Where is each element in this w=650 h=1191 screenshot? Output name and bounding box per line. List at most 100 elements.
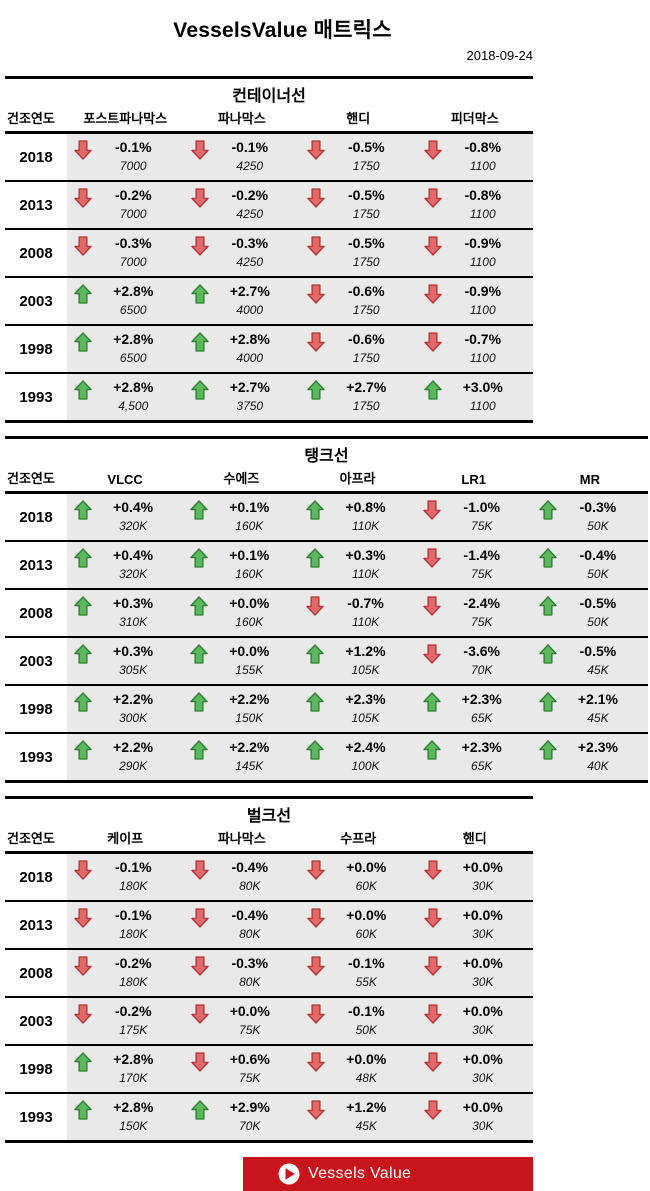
vessel-size-value: 30K — [472, 1071, 494, 1085]
vessel-size-value: 1750 — [352, 207, 380, 221]
percent-change: +2.3% — [461, 739, 502, 755]
cell-content: -0.4% 80K — [210, 907, 301, 948]
row-cells: +2.8% 6500 +2.8% 4000 -0.6% 1750 -0.7% 1100 — [67, 326, 533, 372]
trend-down-icon — [422, 500, 442, 540]
vessel-class-column-header: 파나막스 — [217, 831, 266, 846]
cell-content: -0.7% 1100 — [443, 331, 534, 372]
value-cell: -0.1% 180K — [67, 854, 184, 900]
vessel-size-value: 80K — [239, 879, 261, 893]
cell-content: -0.8% 1100 — [443, 187, 534, 228]
build-year-label: 2018 — [5, 854, 67, 900]
cell-content: +0.3% 310K — [93, 595, 183, 636]
percent-change: -0.5% — [579, 643, 617, 659]
build-year-column-header: 건조연도 — [7, 471, 55, 486]
trend-down-icon — [307, 908, 326, 948]
cell-content: -0.5% 45K — [558, 643, 648, 684]
value-cell: +2.8% 6500 — [67, 326, 184, 372]
value-cell: +0.0% 60K — [300, 854, 417, 900]
value-cell: -0.5% 1750 — [300, 134, 417, 180]
table-row: 2018 -0.1% 7000 -0.1% 4250 -0.5% 1750 -0.8% 1100 — [5, 134, 533, 182]
value-cell: +0.8% 110K — [299, 494, 415, 540]
trend-down-icon — [307, 284, 326, 324]
vessel-class-column-header: 핸디 — [346, 111, 371, 126]
percent-change: -0.1% — [231, 139, 269, 155]
percent-change: +0.1% — [229, 547, 270, 563]
row-cells: +0.3% 310K +0.0% 160K -0.7% 110K -2.4% 75K -0.5%… — [67, 590, 648, 636]
vessel-size-value: 4250 — [236, 159, 264, 173]
cell-content: +0.0% 30K — [443, 955, 534, 996]
vessel-size-value: 110K — [351, 615, 380, 629]
vessel-size-value: 105K — [351, 663, 380, 677]
row-cells: -0.2% 7000 -0.2% 4250 -0.5% 1750 -0.8% 1100 — [67, 182, 533, 228]
build-year-label: 1998 — [5, 686, 67, 732]
percent-change: +0.0% — [229, 1003, 270, 1019]
row-cells: +2.8% 150K +2.9% 70K +1.2% 45K +0.0% 30K — [67, 1094, 533, 1140]
vessel-size-value: 170K — [119, 1071, 148, 1085]
trend-up-icon — [539, 596, 558, 636]
percent-change: +3.0% — [462, 379, 503, 395]
trend-up-icon — [74, 740, 93, 780]
table-header-row: 건조연도 VLCC 수에즈 아프라 LR1 MR — [5, 468, 648, 494]
trend-up-icon — [422, 692, 442, 732]
trend-down-icon — [190, 1004, 210, 1044]
trend-up-icon — [190, 380, 210, 420]
cell-content: +0.0% 30K — [443, 907, 534, 948]
vessel-size-value: 50K — [587, 615, 609, 629]
value-cell: -0.2% 180K — [67, 950, 184, 996]
percent-change: -0.3% — [231, 955, 269, 971]
vessel-size-value: 1100 — [469, 351, 496, 365]
vessel-size-value: 7000 — [119, 255, 147, 269]
trend-up-icon — [74, 1100, 93, 1140]
cell-content: -0.7% 110K — [325, 595, 415, 636]
value-cell: -0.3% 80K — [184, 950, 301, 996]
cell-content: -0.5% 1750 — [326, 187, 417, 228]
build-year-label: 2018 — [5, 134, 67, 180]
vessel-size-value: 30K — [472, 927, 494, 941]
cell-content: -0.1% 55K — [326, 955, 417, 996]
value-cell: +2.2% 290K — [67, 734, 183, 780]
vessel-class-column-header: 포스트파나막스 — [83, 111, 168, 126]
row-cells: -0.1% 180K -0.4% 80K +0.0% 60K +0.0% 30K — [67, 854, 533, 900]
value-cell: +0.4% 320K — [67, 494, 183, 540]
percent-change: -0.5% — [347, 139, 385, 155]
table-header-row: 건조연도 케이프 파나막스 수프라 핸디 — [5, 828, 533, 854]
table-row: 2003 +0.3% 305K +0.0% 155K +1.2% 105K -3.6% 70K -… — [5, 638, 648, 686]
cell-content: +2.8% 150K — [93, 1099, 184, 1140]
trend-down-icon — [307, 1004, 326, 1044]
vessel-size-value: 30K — [472, 975, 494, 989]
value-cell: +2.4% 100K — [299, 734, 415, 780]
build-year-label: 2013 — [5, 902, 67, 948]
vessel-class-column-header: 수에즈 — [223, 471, 260, 486]
row-cells: -0.2% 175K +0.0% 75K -0.1% 50K +0.0% 30K — [67, 998, 533, 1044]
cell-content: +2.2% 145K — [209, 739, 299, 780]
value-cell: +2.7% 3750 — [184, 374, 301, 420]
table-row: 2013 -0.1% 180K -0.4% 80K +0.0% 60K +0.0% 30K — [5, 902, 533, 950]
vessel-size-value: 320K — [119, 567, 148, 581]
trend-up-icon — [190, 740, 209, 780]
cell-content: -0.6% 1750 — [326, 331, 417, 372]
cell-content: +2.7% 4000 — [210, 283, 301, 324]
trend-up-icon — [307, 380, 326, 420]
percent-change: +0.6% — [229, 1051, 270, 1067]
trend-up-icon — [74, 596, 93, 636]
vessel-size-value: 48K — [355, 1071, 377, 1085]
trend-down-icon — [190, 188, 210, 228]
row-cells: -0.1% 7000 -0.1% 4250 -0.5% 1750 -0.8% 1100 — [67, 134, 533, 180]
table-section-title: 탱크선 — [304, 448, 349, 465]
vessel-class-column-header: 피더막스 — [450, 111, 499, 126]
row-cells: +2.8% 6500 +2.7% 4000 -0.6% 1750 -0.9% 1100 — [67, 278, 533, 324]
cell-content: +1.2% 105K — [325, 643, 415, 684]
trend-up-icon — [539, 740, 558, 780]
cell-content: +2.1% 45K — [558, 691, 648, 732]
vessel-size-value: 175K — [119, 1023, 148, 1037]
value-cell: -0.3% 7000 — [67, 230, 184, 276]
percent-change: -0.3% — [114, 235, 152, 251]
percent-change: -0.6% — [347, 331, 385, 347]
build-year-label: 2008 — [5, 590, 67, 636]
row-cells: +0.3% 305K +0.0% 155K +1.2% 105K -3.6% 70K -0.5%… — [67, 638, 648, 684]
cell-content: +2.2% 150K — [209, 691, 299, 732]
vessel-size-value: 1750 — [352, 399, 380, 413]
table-row: 2008 -0.3% 7000 -0.3% 4250 -0.5% 1750 -0.9% 1100 — [5, 230, 533, 278]
value-cell: +2.3% 40K — [532, 734, 648, 780]
trend-up-icon — [74, 1052, 93, 1092]
